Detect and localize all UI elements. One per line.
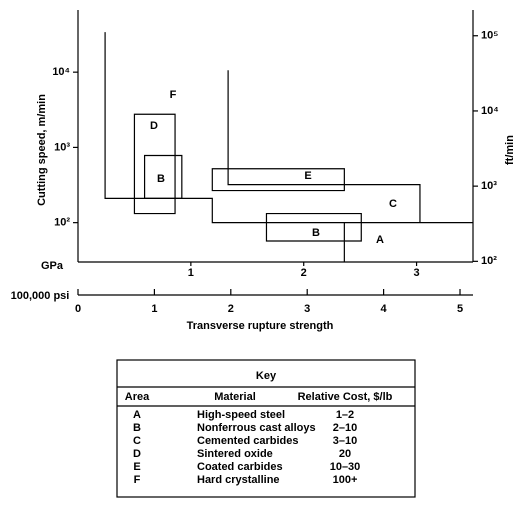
- key-cell: C: [133, 435, 141, 447]
- y2-tick-label: 10²: [481, 255, 497, 267]
- key-cell: F: [134, 474, 141, 486]
- y2-tick-label: 10⁴: [481, 105, 499, 117]
- key-cell: E: [133, 461, 140, 473]
- y-axis-title: Cutting speed, m/min: [36, 94, 48, 206]
- key-cell: Sintered oxide: [197, 448, 273, 460]
- key-header: Relative Cost, $/lb: [298, 391, 393, 403]
- key-cell: Hard crystalline: [197, 474, 280, 486]
- key-box: [116, 359, 416, 498]
- y2-axis-title: ft/min: [504, 135, 516, 165]
- key-header: Area: [125, 391, 150, 403]
- region-label: B: [157, 173, 165, 185]
- x-tick-label: 2: [301, 267, 307, 279]
- x-tick-label: 1: [188, 267, 194, 279]
- key-cell: 20: [339, 448, 351, 460]
- x2-tick-label: 3: [304, 303, 310, 315]
- y-tick-label: 10³: [54, 141, 70, 153]
- region-outline: [133, 113, 176, 215]
- region-outline: [104, 32, 473, 224]
- y2-tick-label: 10³: [481, 180, 497, 192]
- region-label: D: [150, 120, 158, 132]
- x-tick-label: 3: [414, 267, 420, 279]
- region-label: F: [170, 89, 177, 101]
- y-tick-label: 10²: [54, 217, 70, 229]
- key-cell: B: [133, 422, 141, 434]
- key-cell: 1–2: [336, 409, 354, 421]
- y2-tick-label: 10⁵: [481, 30, 498, 42]
- x-axis-title: Transverse rupture strength: [187, 320, 334, 332]
- region-outline: [265, 212, 362, 242]
- region-label: C: [389, 198, 397, 210]
- key-cell: Cemented carbides: [197, 435, 298, 447]
- x2-tick-label: 1: [151, 303, 157, 315]
- key-cell: Nonferrous cast alloys: [197, 422, 316, 434]
- x2-tick-label: 5: [457, 303, 463, 315]
- x-axis-unit: GPa: [41, 260, 64, 272]
- x2-axis-unit: 100,000 psi: [11, 290, 70, 302]
- x2-tick-label: 0: [75, 303, 81, 315]
- key-title: Key: [256, 370, 277, 382]
- key-cell: 100+: [333, 474, 358, 486]
- key-cell: High-speed steel: [197, 409, 285, 421]
- key-cell: 10–30: [330, 461, 361, 473]
- x2-tick-label: 2: [228, 303, 234, 315]
- region-label: E: [304, 170, 311, 182]
- region-outline: [227, 70, 421, 223]
- key-cell: 2–10: [333, 422, 357, 434]
- y-tick-label: 10⁴: [52, 66, 70, 78]
- region-label: B: [312, 227, 320, 239]
- key-cell: A: [133, 409, 141, 421]
- key-cell: D: [133, 448, 141, 460]
- key-header: Material: [214, 391, 256, 403]
- region-label: A: [376, 234, 384, 246]
- region-outline: [143, 154, 183, 200]
- key-cell: Coated carbides: [197, 461, 283, 473]
- key-cell: 3–10: [333, 435, 357, 447]
- region-outline: [211, 168, 345, 192]
- x2-tick-label: 4: [381, 303, 388, 315]
